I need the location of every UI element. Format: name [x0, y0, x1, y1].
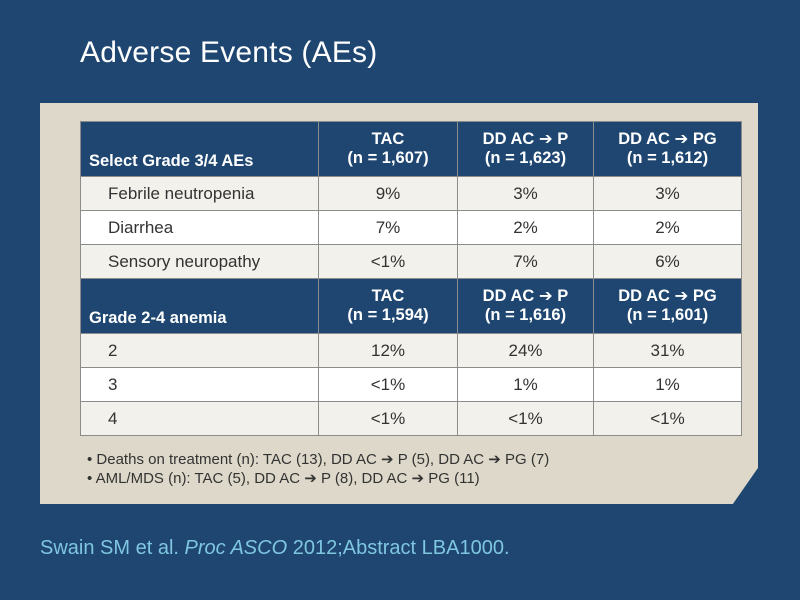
- cell-value: <1%: [457, 401, 594, 436]
- citation-authors: Swain SM et al.: [40, 537, 179, 559]
- slide-title: Adverse Events (AEs): [80, 36, 378, 69]
- column-header-ddac-p: DD AC ➔ P (n = 1,623): [457, 121, 594, 177]
- cell-value: 2%: [593, 210, 742, 245]
- column-header-tac: TAC (n = 1,607): [318, 121, 458, 177]
- column-header-ddac-p: DD AC ➔ P (n = 1,616): [457, 278, 594, 334]
- table-row: Diarrhea 7% 2% 2%: [80, 210, 742, 245]
- cell-value: 2%: [457, 210, 594, 245]
- table-row: 2 12% 24% 31%: [80, 333, 742, 368]
- row-label: Febrile neutropenia: [80, 176, 319, 211]
- row-label: Sensory neuropathy: [80, 244, 319, 279]
- cell-value: 7%: [457, 244, 594, 279]
- row-label: Diarrhea: [80, 210, 319, 245]
- cell-value: <1%: [318, 401, 458, 436]
- cell-value: 6%: [593, 244, 742, 279]
- section-label: Grade 2-4 anemia: [80, 278, 319, 334]
- cell-value: 3%: [593, 176, 742, 211]
- citation: Swain SM et al. Proc ASCO 2012;Abstract …: [40, 537, 510, 560]
- section-header-grade34: Select Grade 3/4 AEs TAC (n = 1,607) DD A…: [80, 121, 742, 177]
- citation-detail: 2012;Abstract LBA1000.: [292, 537, 510, 559]
- adverse-events-table: Select Grade 3/4 AEs TAC (n = 1,607) DD A…: [80, 121, 742, 436]
- footnotes: • Deaths on treatment (n): TAC (13), DD …: [87, 450, 549, 488]
- footnote-deaths: • Deaths on treatment (n): TAC (13), DD …: [87, 451, 550, 468]
- cell-value: 24%: [457, 333, 594, 368]
- cell-value: 3%: [457, 176, 594, 211]
- table-row: 4 <1% <1% <1%: [80, 401, 742, 436]
- row-label: 4: [80, 401, 319, 436]
- footnote-aml-mds: • AML/MDS (n): TAC (5), DD AC ➔ P (8), D…: [87, 470, 480, 487]
- section-label: Select Grade 3/4 AEs: [80, 121, 319, 177]
- table-row: Febrile neutropenia 9% 3% 3%: [80, 176, 742, 211]
- table-row: Sensory neuropathy <1% 7% 6%: [80, 244, 742, 279]
- cell-value: <1%: [318, 244, 458, 279]
- column-header-tac: TAC (n = 1,594): [318, 278, 458, 334]
- cell-value: 12%: [318, 333, 458, 368]
- column-header-ddac-pg: DD AC ➔ PG (n = 1,612): [593, 121, 742, 177]
- cell-value: 1%: [593, 367, 742, 402]
- row-label: 2: [80, 333, 319, 368]
- section-header-anemia: Grade 2-4 anemia TAC (n = 1,594) DD AC ➔ …: [80, 278, 742, 334]
- cell-value: 31%: [593, 333, 742, 368]
- cell-value: 9%: [318, 176, 458, 211]
- cell-value: <1%: [318, 367, 458, 402]
- table-row: 3 <1% 1% 1%: [80, 367, 742, 402]
- citation-journal: Proc ASCO: [184, 537, 288, 559]
- cell-value: 7%: [318, 210, 458, 245]
- cell-value: <1%: [593, 401, 742, 436]
- row-label: 3: [80, 367, 319, 402]
- column-header-ddac-pg: DD AC ➔ PG (n = 1,601): [593, 278, 742, 334]
- cell-value: 1%: [457, 367, 594, 402]
